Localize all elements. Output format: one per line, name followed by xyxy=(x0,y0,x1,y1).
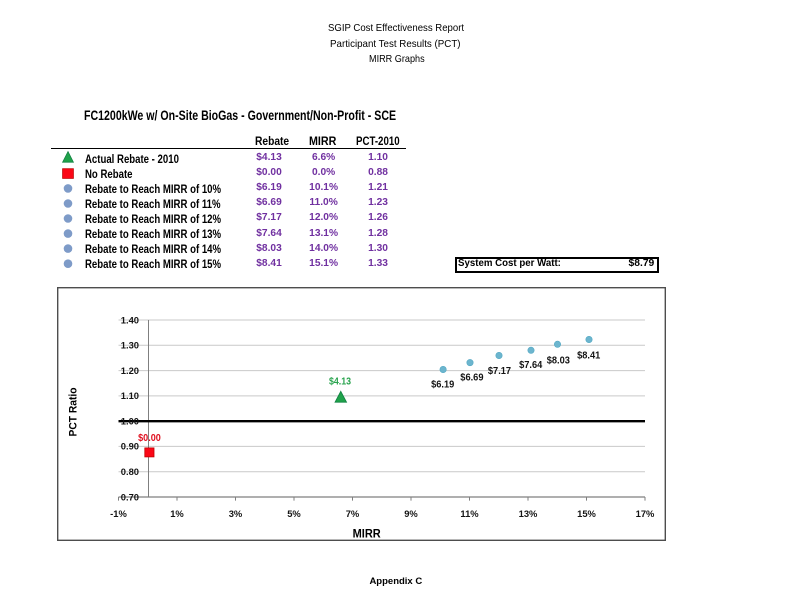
svg-text:9%: 9% xyxy=(404,508,418,519)
svg-text:15%: 15% xyxy=(577,508,596,519)
svg-text:$8.03: $8.03 xyxy=(547,356,571,367)
svg-text:$7.64: $7.64 xyxy=(519,360,543,371)
svg-text:13%: 13% xyxy=(519,508,538,519)
svg-text:-1%: -1% xyxy=(110,508,127,519)
svg-text:0.70: 0.70 xyxy=(121,491,139,502)
svg-text:1.30: 1.30 xyxy=(121,340,139,351)
svg-text:7%: 7% xyxy=(346,508,360,519)
svg-text:$6.19: $6.19 xyxy=(431,380,455,391)
svg-text:$4.13: $4.13 xyxy=(329,377,352,388)
svg-text:MIRR: MIRR xyxy=(353,529,382,541)
svg-text:1.40: 1.40 xyxy=(121,314,139,325)
svg-text:$6.69: $6.69 xyxy=(460,373,484,384)
svg-text:11%: 11% xyxy=(460,508,479,519)
svg-text:$8.41: $8.41 xyxy=(577,351,601,362)
svg-text:5%: 5% xyxy=(287,508,301,519)
svg-text:1.00: 1.00 xyxy=(121,416,139,427)
svg-text:0.80: 0.80 xyxy=(121,466,139,477)
svg-text:1.10: 1.10 xyxy=(121,390,139,401)
svg-text:$7.17: $7.17 xyxy=(488,366,511,377)
svg-text:1%: 1% xyxy=(170,508,184,519)
svg-text:$0.00: $0.00 xyxy=(138,433,161,444)
svg-text:0.90: 0.90 xyxy=(121,441,139,452)
svg-text:3%: 3% xyxy=(229,508,243,519)
svg-text:17%: 17% xyxy=(636,508,655,519)
svg-text:PCT Ratio: PCT Ratio xyxy=(68,387,80,437)
svg-text:1.20: 1.20 xyxy=(121,365,139,376)
